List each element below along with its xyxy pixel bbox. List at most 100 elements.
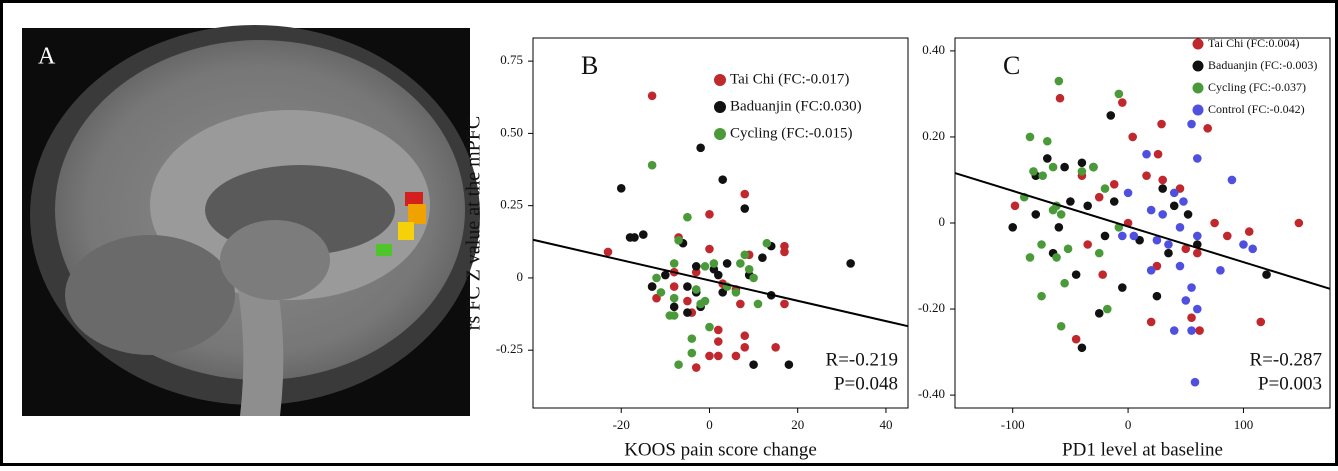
legend-label: Cycling (FC:-0.037) <box>1208 80 1306 94</box>
data-point <box>657 288 666 297</box>
data-point <box>1187 326 1196 335</box>
data-point <box>1064 245 1073 254</box>
y-tick-label: -0.25 <box>496 341 523 356</box>
legend-marker <box>1193 83 1204 94</box>
data-point <box>705 210 714 219</box>
data-point <box>1049 206 1058 215</box>
data-point <box>1228 176 1237 185</box>
data-point <box>749 274 758 283</box>
data-point <box>1147 206 1156 215</box>
data-point <box>1043 154 1052 163</box>
annotation: R=-0.219 <box>826 349 898 370</box>
data-point <box>745 265 754 274</box>
data-point <box>714 352 723 361</box>
data-point <box>1037 240 1046 249</box>
data-point <box>696 144 705 153</box>
data-point <box>661 271 670 280</box>
legend-label: Cycling (FC:-0.015) <box>730 125 853 141</box>
data-point <box>1049 163 1058 172</box>
data-point <box>1157 120 1166 129</box>
data-point <box>1057 322 1066 331</box>
data-point <box>1193 249 1202 258</box>
annotation: P=0.003 <box>1258 373 1322 394</box>
data-point <box>1026 253 1035 262</box>
data-point <box>1203 124 1212 133</box>
data-point <box>688 334 697 343</box>
legend-marker <box>714 101 726 113</box>
data-point <box>1193 232 1202 241</box>
data-point <box>648 161 657 170</box>
data-point <box>670 311 679 320</box>
x-tick-label: -20 <box>613 417 630 432</box>
data-point <box>736 300 745 309</box>
legend-label: Baduanjin (FC:0.030) <box>730 98 862 114</box>
data-point <box>1176 223 1185 232</box>
data-point <box>1043 137 1052 146</box>
data-point <box>1124 189 1133 198</box>
data-point <box>732 288 741 297</box>
data-point <box>718 175 727 184</box>
data-point <box>758 253 767 262</box>
data-point <box>705 323 714 332</box>
legend-marker <box>1193 105 1204 116</box>
y-tick-label: 0 <box>517 269 524 284</box>
data-point <box>1101 232 1110 241</box>
data-point <box>652 274 661 283</box>
data-point <box>1106 111 1115 120</box>
data-point <box>1158 184 1167 193</box>
data-point <box>1256 318 1265 327</box>
data-point <box>1142 150 1151 159</box>
data-point <box>670 294 679 303</box>
data-point <box>732 352 741 361</box>
data-point <box>763 239 772 248</box>
data-point <box>1154 150 1163 159</box>
data-point <box>740 343 749 352</box>
x-axis-label: KOOS pain score change <box>624 439 817 460</box>
x-tick-label: 20 <box>791 417 804 432</box>
data-point <box>1164 240 1173 249</box>
data-point <box>630 233 639 242</box>
x-tick-label: 0 <box>706 417 713 432</box>
data-point <box>1103 305 1112 314</box>
data-point <box>1078 158 1087 167</box>
data-point <box>1187 283 1196 292</box>
data-point <box>1210 219 1219 228</box>
x-tick-label: 100 <box>1234 417 1254 432</box>
data-point <box>780 248 789 257</box>
panel-label: C <box>1003 51 1020 80</box>
data-point <box>1060 279 1069 288</box>
data-point <box>1128 133 1137 142</box>
data-point <box>648 92 657 101</box>
data-point <box>1223 232 1232 241</box>
data-point <box>1029 167 1038 176</box>
data-point <box>1170 189 1179 198</box>
data-point <box>1095 309 1104 318</box>
data-point <box>648 282 657 291</box>
data-point <box>1216 266 1225 275</box>
data-point <box>740 250 749 259</box>
data-point <box>1118 283 1127 292</box>
data-point <box>701 262 710 271</box>
legend-label: Tai Chi (FC:-0.017) <box>730 71 849 87</box>
data-point <box>705 245 714 254</box>
data-point <box>1239 240 1248 249</box>
data-point <box>670 259 679 268</box>
data-point <box>1142 171 1151 180</box>
data-point <box>1008 223 1017 232</box>
data-point <box>683 308 692 317</box>
data-point <box>604 248 613 257</box>
annotation: R=-0.287 <box>1250 349 1322 370</box>
y-tick-label: -0.20 <box>918 300 945 315</box>
data-point <box>705 352 714 361</box>
data-point <box>1055 223 1064 232</box>
data-point <box>1130 232 1139 241</box>
data-point <box>683 213 692 222</box>
data-point <box>683 282 692 291</box>
data-point <box>1038 171 1047 180</box>
data-point <box>1147 266 1156 275</box>
data-point <box>1066 197 1075 206</box>
page: {"panel_a":{"label":"A"}, "chart_data":[… <box>0 0 1338 466</box>
data-point <box>1147 318 1156 327</box>
data-point <box>1110 180 1119 189</box>
y-axis-label: rs FC Z value at the mPFC <box>463 116 485 330</box>
